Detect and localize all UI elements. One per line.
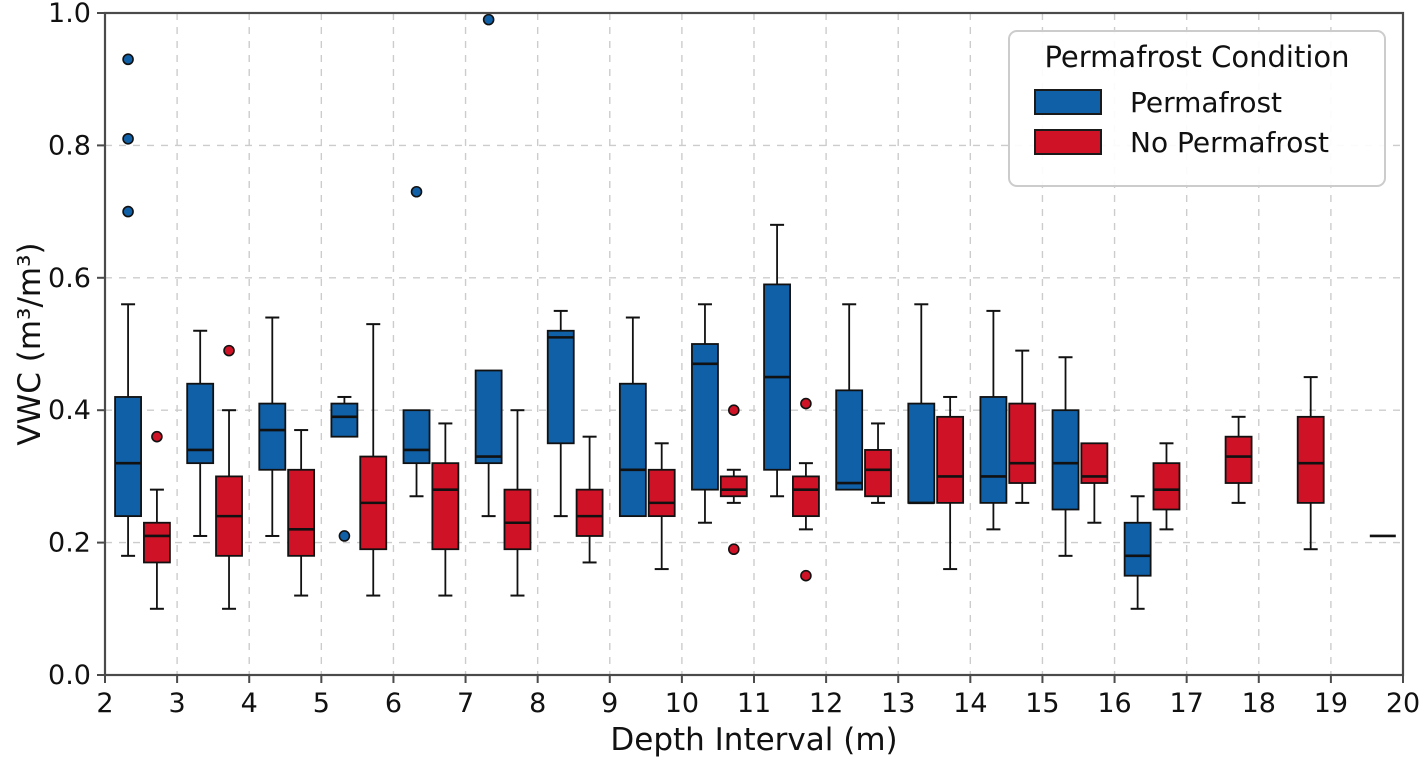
x-tick-label: 5 bbox=[313, 688, 330, 719]
box-no-permafrost-depth-14 bbox=[1008, 349, 1037, 504]
x-tick-label: 20 bbox=[1386, 688, 1420, 719]
legend: Permafrost Condition Permafrost No Perma… bbox=[1008, 30, 1386, 187]
y-tick-label: 1.0 bbox=[48, 0, 91, 29]
y-tick-label: 0.6 bbox=[48, 263, 91, 294]
legend-item-no-permafrost: No Permafrost bbox=[1022, 122, 1372, 162]
x-tick-label: 9 bbox=[601, 688, 618, 719]
legend-label-permafrost: Permafrost bbox=[1130, 85, 1283, 119]
x-tick-label: 19 bbox=[1314, 688, 1348, 719]
y-tick-label: 0.4 bbox=[48, 395, 91, 426]
box-no-permafrost-depth-5 bbox=[359, 323, 388, 597]
x-tick-label: 11 bbox=[737, 688, 771, 719]
box-no-permafrost-depth-4 bbox=[287, 429, 316, 597]
legend-title: Permafrost Condition bbox=[1044, 40, 1350, 74]
box-no-permafrost-depth-15 bbox=[1080, 442, 1109, 524]
box-permafrost-depth-5 bbox=[330, 395, 359, 542]
box-no-permafrost-depth-12 bbox=[864, 422, 892, 504]
box-no-permafrost-depth-18 bbox=[1296, 376, 1325, 551]
box-no-permafrost-depth-10 bbox=[719, 404, 748, 556]
y-axis-label: VWC (m³/m³) bbox=[12, 242, 48, 446]
x-tick-label: 8 bbox=[529, 688, 546, 719]
box-no-permafrost-depth-6 bbox=[431, 422, 460, 597]
box-permafrost-depth-3 bbox=[186, 329, 215, 537]
legend-item-permafrost: Permafrost bbox=[1022, 82, 1372, 122]
x-tick-label: 17 bbox=[1169, 688, 1203, 719]
gridlines bbox=[105, 13, 1403, 675]
y-tick-label: 0.0 bbox=[48, 660, 91, 691]
box-no-permafrost-depth-2 bbox=[143, 430, 171, 610]
box-permafrost-depth-16 bbox=[1123, 495, 1152, 610]
box-permafrost-depth-11 bbox=[763, 223, 791, 498]
x-tick-label: 13 bbox=[881, 688, 915, 719]
x-tick-label: 16 bbox=[1097, 688, 1131, 719]
box-permafrost-depth-15 bbox=[1051, 356, 1080, 557]
box-permafrost-depth-6 bbox=[402, 185, 431, 498]
box-no-permafrost-depth-3 bbox=[215, 344, 243, 610]
x-tick-label: 4 bbox=[241, 688, 258, 719]
box-permafrost-depth-10 bbox=[691, 303, 719, 524]
box-permafrost-depth-8 bbox=[546, 309, 575, 518]
no-permafrost-swatch-icon bbox=[1034, 129, 1102, 155]
x-tick-label: 10 bbox=[665, 688, 699, 719]
x-axis-label: Depth Interval (m) bbox=[610, 722, 898, 758]
box-permafrost-depth-12 bbox=[835, 303, 864, 491]
series-permafrost bbox=[114, 13, 1152, 610]
box-permafrost-depth-13 bbox=[907, 303, 936, 505]
box-no-permafrost-depth-13 bbox=[936, 395, 965, 571]
x-tick-label: 14 bbox=[953, 688, 987, 719]
box-permafrost-depth-7 bbox=[474, 13, 503, 518]
x-tick-label: 18 bbox=[1242, 688, 1276, 719]
box-permafrost-depth-14 bbox=[979, 309, 1008, 531]
y-tick-label: 0.2 bbox=[48, 528, 91, 559]
box-no-permafrost-depth-11 bbox=[792, 397, 820, 582]
x-tick-label: 12 bbox=[809, 688, 843, 719]
x-tick-label: 3 bbox=[169, 688, 186, 719]
box-permafrost-depth-2 bbox=[114, 53, 142, 557]
x-tick-label: 2 bbox=[96, 688, 113, 719]
permafrost-swatch-icon bbox=[1034, 89, 1102, 115]
series-no-permafrost bbox=[143, 323, 1396, 610]
x-tick-label: 6 bbox=[385, 688, 402, 719]
box-no-permafrost-depth-16 bbox=[1152, 442, 1181, 531]
legend-label-no-permafrost: No Permafrost bbox=[1130, 125, 1329, 159]
x-tick-label: 15 bbox=[1025, 688, 1059, 719]
box-permafrost-depth-4 bbox=[258, 316, 287, 537]
axis-ticks bbox=[97, 12, 1404, 683]
axis-tick-labels: 2 3 4 5 6 7 8 9 10 11 12 13 14 15 16 17 18 19 20 0.0 0.2 0.4 0… bbox=[48, 0, 1420, 719]
box-permafrost-depth-9 bbox=[618, 316, 647, 518]
x-tick-label: 7 bbox=[457, 688, 474, 719]
box-no-permafrost-depth-7 bbox=[503, 409, 532, 597]
box-no-permafrost-depth-9 bbox=[647, 442, 676, 571]
box-no-permafrost-depth-17 bbox=[1224, 415, 1253, 504]
y-tick-label: 0.8 bbox=[48, 130, 91, 161]
box-no-permafrost-depth-8 bbox=[575, 435, 604, 564]
